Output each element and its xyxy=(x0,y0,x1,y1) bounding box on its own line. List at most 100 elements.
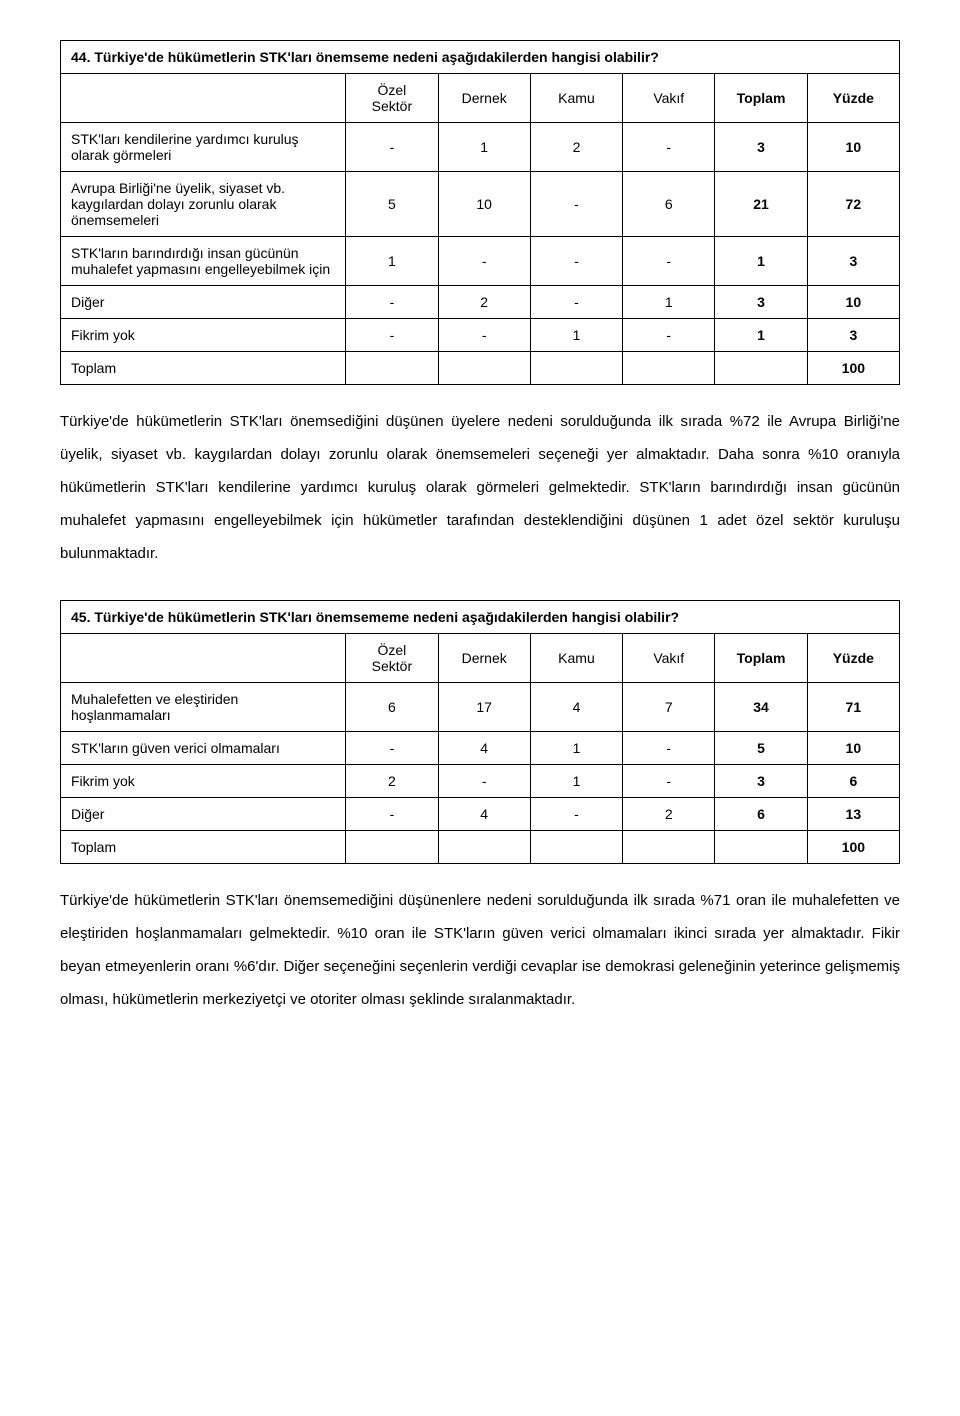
cell: - xyxy=(623,732,715,765)
q44-h2: Kamu xyxy=(530,74,622,123)
cell: 3 xyxy=(715,123,807,172)
cell: 10 xyxy=(807,732,899,765)
cell: 71 xyxy=(807,683,899,732)
footer-value: 100 xyxy=(807,831,899,864)
q44-h3: Vakıf xyxy=(623,74,715,123)
q44-paragraph: Türkiye'de hükümetlerin STK'ları önemsed… xyxy=(60,405,900,570)
cell xyxy=(438,352,530,385)
cell: - xyxy=(346,286,438,319)
cell: 1 xyxy=(438,123,530,172)
cell xyxy=(346,831,438,864)
cell: 5 xyxy=(346,172,438,237)
cell: 5 xyxy=(715,732,807,765)
cell: - xyxy=(530,172,622,237)
cell: - xyxy=(530,798,622,831)
cell: - xyxy=(438,237,530,286)
q45-h3: Vakıf xyxy=(623,634,715,683)
cell: 4 xyxy=(438,798,530,831)
q44-table: 44. Türkiye'de hükümetlerin STK'ları öne… xyxy=(60,40,900,385)
row-label: STK'ların güven verici olmamaları xyxy=(61,732,346,765)
table-row: Fikrim yok 2 - 1 - 3 6 xyxy=(61,765,900,798)
cell: - xyxy=(346,123,438,172)
table-row: Diğer - 4 - 2 6 13 xyxy=(61,798,900,831)
cell: 1 xyxy=(530,732,622,765)
cell xyxy=(623,831,715,864)
row-label: Fikrim yok xyxy=(61,765,346,798)
row-label: Muhalefetten ve eleştiriden hoşlanmamala… xyxy=(61,683,346,732)
cell: 2 xyxy=(623,798,715,831)
cell: - xyxy=(346,798,438,831)
cell xyxy=(346,352,438,385)
cell: 13 xyxy=(807,798,899,831)
cell: - xyxy=(346,319,438,352)
cell: - xyxy=(346,732,438,765)
row-label: Avrupa Birliği'ne üyelik, siyaset vb. ka… xyxy=(61,172,346,237)
table-row: Avrupa Birliği'ne üyelik, siyaset vb. ka… xyxy=(61,172,900,237)
cell: 6 xyxy=(623,172,715,237)
cell: 1 xyxy=(530,319,622,352)
cell: 10 xyxy=(807,123,899,172)
cell: 1 xyxy=(346,237,438,286)
q45-table: 45. Türkiye'de hükümetlerin STK'ları öne… xyxy=(60,600,900,864)
q44-h5: Yüzde xyxy=(807,74,899,123)
row-label: Diğer xyxy=(61,286,346,319)
q45-h0: Özel Sektör xyxy=(346,634,438,683)
cell: - xyxy=(623,123,715,172)
row-label: Fikrim yok xyxy=(61,319,346,352)
q45-paragraph: Türkiye'de hükümetlerin STK'ları önemsem… xyxy=(60,884,900,1016)
cell: 6 xyxy=(807,765,899,798)
cell: 4 xyxy=(438,732,530,765)
cell: 1 xyxy=(715,319,807,352)
table-row: STK'ların güven verici olmamaları - 4 1 … xyxy=(61,732,900,765)
row-label: STK'ların barındırdığı insan gücünün muh… xyxy=(61,237,346,286)
q44-footer-row: Toplam 100 xyxy=(61,352,900,385)
cell xyxy=(530,352,622,385)
cell: 17 xyxy=(438,683,530,732)
footer-value: 100 xyxy=(807,352,899,385)
cell: 3 xyxy=(807,319,899,352)
footer-label: Toplam xyxy=(61,352,346,385)
cell: - xyxy=(438,765,530,798)
cell: - xyxy=(438,319,530,352)
q44-h4: Toplam xyxy=(715,74,807,123)
cell: 1 xyxy=(623,286,715,319)
q44-header-row: Özel Sektör Dernek Kamu Vakıf Toplam Yüz… xyxy=(61,74,900,123)
cell: 1 xyxy=(530,765,622,798)
table-row: STK'ları kendilerine yardımcı kuruluş ol… xyxy=(61,123,900,172)
cell xyxy=(438,831,530,864)
q44-empty-header xyxy=(61,74,346,123)
q45-h1: Dernek xyxy=(438,634,530,683)
q44-h1: Dernek xyxy=(438,74,530,123)
table-row: Muhalefetten ve eleştiriden hoşlanmamala… xyxy=(61,683,900,732)
cell: 34 xyxy=(715,683,807,732)
cell: 2 xyxy=(438,286,530,319)
q44-h0: Özel Sektör xyxy=(346,74,438,123)
cell: 1 xyxy=(715,237,807,286)
cell: 4 xyxy=(530,683,622,732)
table-row: Fikrim yok - - 1 - 1 3 xyxy=(61,319,900,352)
cell: 2 xyxy=(346,765,438,798)
cell xyxy=(715,352,807,385)
cell: 3 xyxy=(715,765,807,798)
cell: - xyxy=(623,319,715,352)
q45-h2: Kamu xyxy=(530,634,622,683)
table-row: STK'ların barındırdığı insan gücünün muh… xyxy=(61,237,900,286)
q45-footer-row: Toplam 100 xyxy=(61,831,900,864)
cell: 7 xyxy=(623,683,715,732)
q45-h4: Toplam xyxy=(715,634,807,683)
q44-title: 44. Türkiye'de hükümetlerin STK'ları öne… xyxy=(61,41,900,74)
cell xyxy=(623,352,715,385)
cell xyxy=(715,831,807,864)
cell: 3 xyxy=(807,237,899,286)
cell: - xyxy=(530,286,622,319)
row-label: Diğer xyxy=(61,798,346,831)
cell: 21 xyxy=(715,172,807,237)
cell: 72 xyxy=(807,172,899,237)
q45-empty-header xyxy=(61,634,346,683)
cell: 3 xyxy=(715,286,807,319)
q45-header-row: Özel Sektör Dernek Kamu Vakıf Toplam Yüz… xyxy=(61,634,900,683)
cell: 6 xyxy=(346,683,438,732)
cell: 10 xyxy=(438,172,530,237)
row-label: STK'ları kendilerine yardımcı kuruluş ol… xyxy=(61,123,346,172)
footer-label: Toplam xyxy=(61,831,346,864)
